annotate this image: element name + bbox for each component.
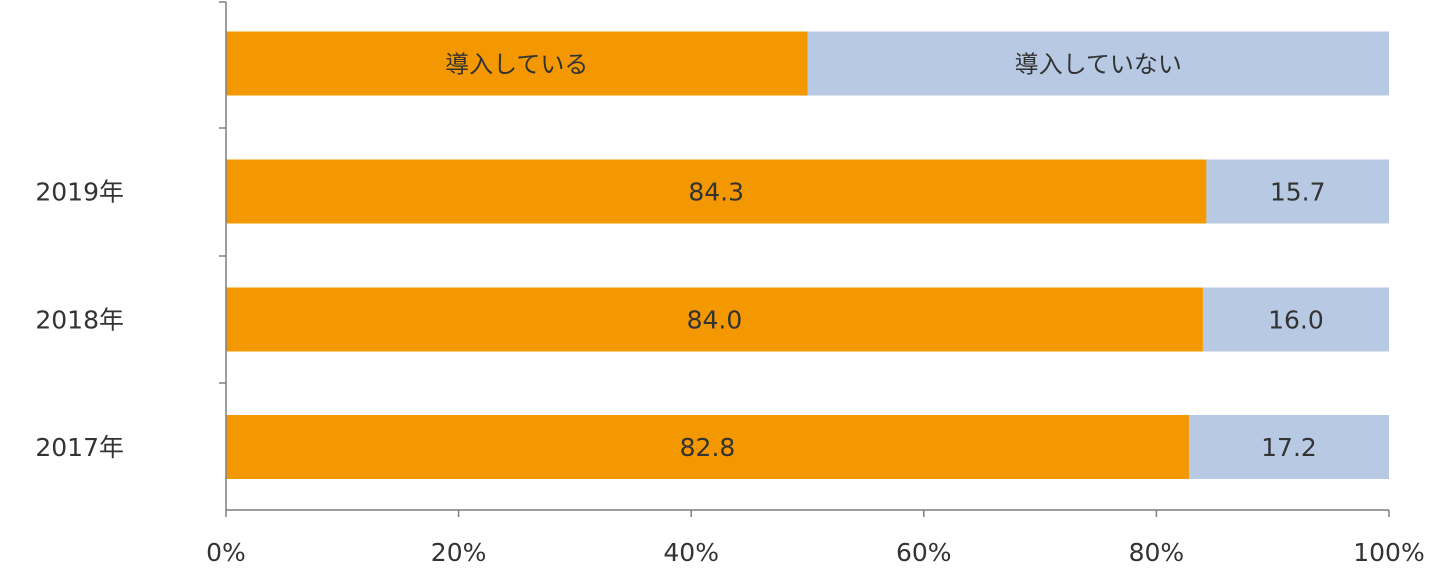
category-label-2017年: 2017年 [35, 433, 124, 462]
x-tick-label-3: 60% [896, 538, 952, 567]
labels-layer: 導入している 導入していない 84.3 15.7 2019年 84.0 16.0 2018年 8… [35, 51, 1424, 568]
legend-label-1: 導入している [445, 51, 588, 79]
data-label-2019年-series-2: 15.7 [1270, 178, 1326, 207]
bar-2018年-series-2 [1202, 287, 1389, 352]
category-label-2019年: 2019年 [35, 178, 124, 207]
category-label-2018年: 2018年 [35, 306, 124, 335]
data-label-2018年-series-2: 16.0 [1268, 306, 1324, 335]
data-label-2019年-series-1: 84.3 [688, 178, 744, 207]
legend-swatch-2 [807, 31, 1389, 96]
data-label-2018年-series-1: 84.0 [687, 306, 743, 335]
x-tick-label-0: 0% [206, 538, 246, 567]
x-tick-label-5: 100% [1353, 538, 1424, 567]
legend-label-2: 導入していない [1015, 51, 1182, 79]
bar-2017年-series-1 [226, 415, 1189, 479]
axes-layer [219, 1, 1390, 517]
data-label-2017年-series-2: 17.2 [1261, 433, 1317, 462]
data-label-2017年-series-1: 82.8 [680, 433, 736, 462]
x-tick-label-1: 20% [431, 538, 487, 567]
bar-2019年-series-2 [1206, 159, 1389, 224]
bar-2018年-series-1 [226, 287, 1203, 352]
bar-2017年-series-2 [1188, 415, 1389, 479]
bar-2019年-series-1 [226, 159, 1207, 224]
x-tick-label-4: 80% [1129, 538, 1185, 567]
x-tick-label-2: 40% [663, 538, 719, 567]
bars-layer [226, 31, 1389, 479]
legend-swatch-1 [226, 31, 808, 96]
